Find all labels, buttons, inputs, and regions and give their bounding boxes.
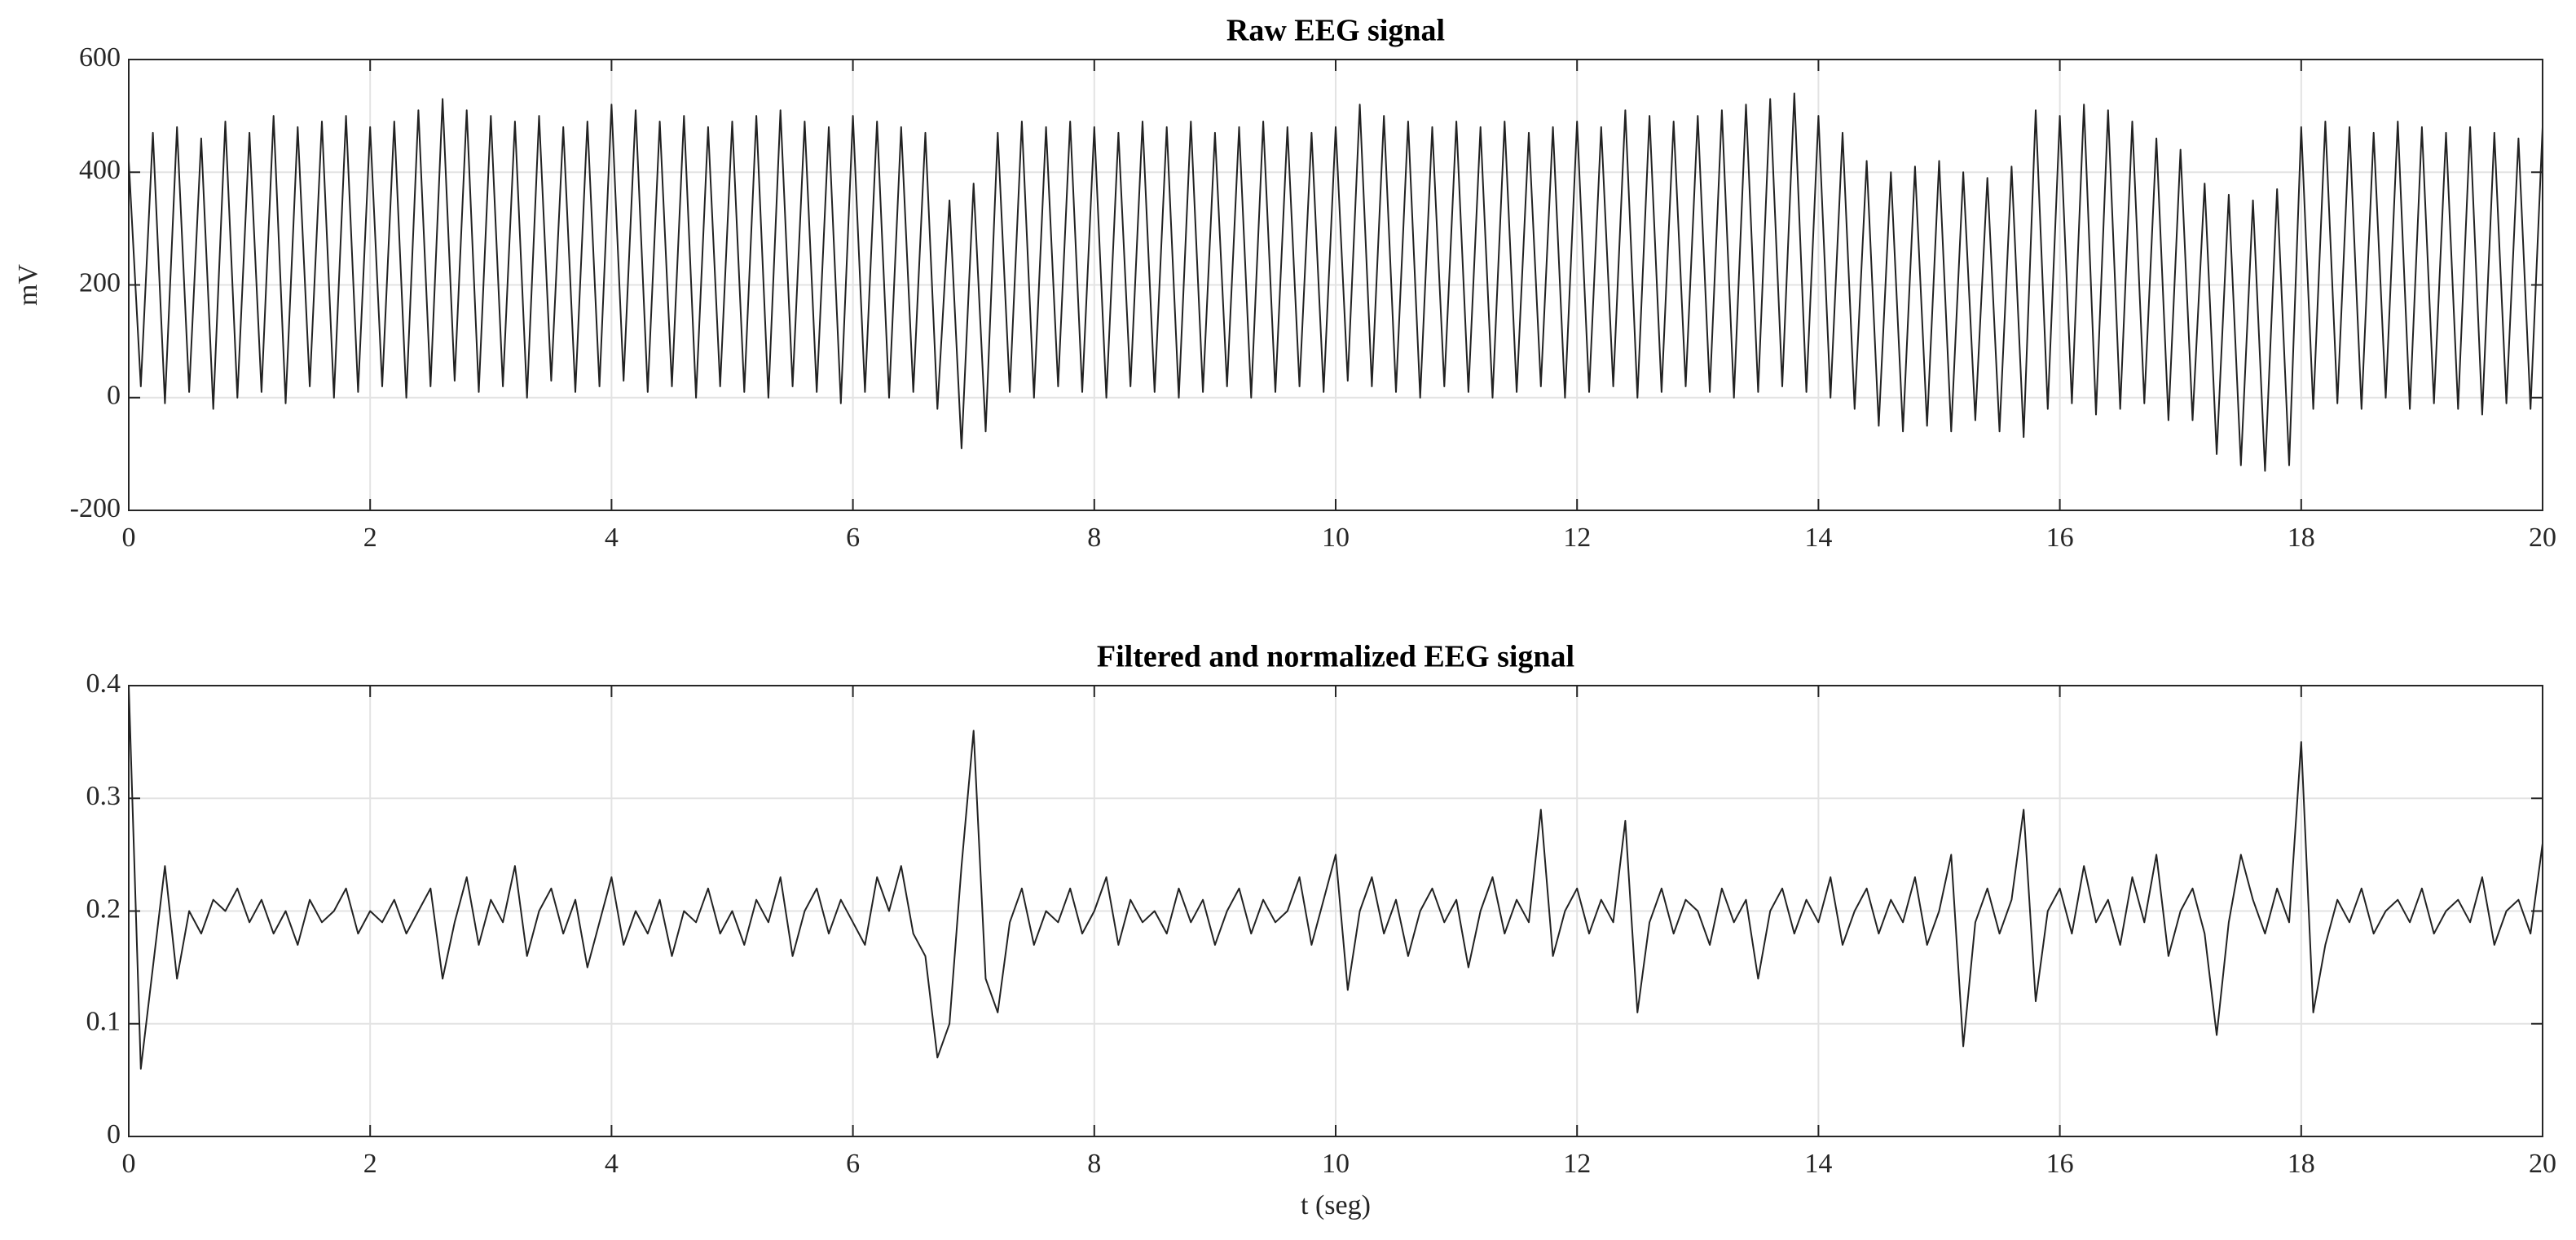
x-tick-label: 12 [1563, 1149, 1591, 1179]
x-tick-label: 4 [605, 1149, 619, 1179]
chart-title: Filtered and normalized EEG signal [1097, 640, 1574, 674]
y-tick-label: 400 [79, 155, 121, 185]
y-tick-label: 0 [107, 1119, 121, 1150]
x-tick-label: 10 [1322, 1149, 1350, 1179]
signal-line [128, 685, 2543, 1070]
x-tick-label: 2 [363, 523, 377, 553]
y-tick-label: 0.3 [86, 781, 121, 811]
x-tick-label: 6 [846, 523, 860, 553]
x-tick-label: 20 [2529, 523, 2556, 553]
x-tick-label: 4 [605, 523, 619, 553]
x-tick-label: 20 [2529, 1149, 2556, 1179]
x-tick-label: 14 [1804, 1149, 1832, 1179]
y-axis-label: mV [13, 264, 43, 306]
x-tick-label: 12 [1563, 523, 1591, 553]
x-tick-label: 0 [122, 1149, 136, 1179]
x-axis-label: t (seg) [1301, 1190, 1371, 1220]
axes-box [128, 59, 2543, 511]
axes-box [128, 685, 2543, 1137]
y-tick-label: 0 [107, 381, 121, 411]
y-tick-label: -200 [70, 493, 121, 523]
x-tick-label: 14 [1804, 523, 1832, 553]
chart-title: Raw EEG signal [1226, 14, 1445, 48]
x-tick-label: 16 [2046, 1149, 2074, 1179]
x-tick-label: 16 [2046, 523, 2074, 553]
signal-line [128, 92, 2543, 472]
x-tick-label: 8 [1087, 523, 1101, 553]
y-tick-label: 0.1 [86, 1007, 121, 1037]
x-tick-label: 8 [1087, 1149, 1101, 1179]
x-tick-label: 10 [1322, 523, 1350, 553]
x-tick-label: 0 [122, 523, 136, 553]
x-tick-label: 18 [2288, 523, 2315, 553]
y-tick-label: 600 [79, 42, 121, 73]
x-tick-label: 18 [2288, 1149, 2315, 1179]
y-tick-label: 0.4 [86, 669, 121, 699]
x-tick-label: 2 [363, 1149, 377, 1179]
y-tick-label: 0.2 [86, 894, 121, 924]
y-tick-label: 200 [79, 267, 121, 298]
x-tick-label: 6 [846, 1149, 860, 1179]
